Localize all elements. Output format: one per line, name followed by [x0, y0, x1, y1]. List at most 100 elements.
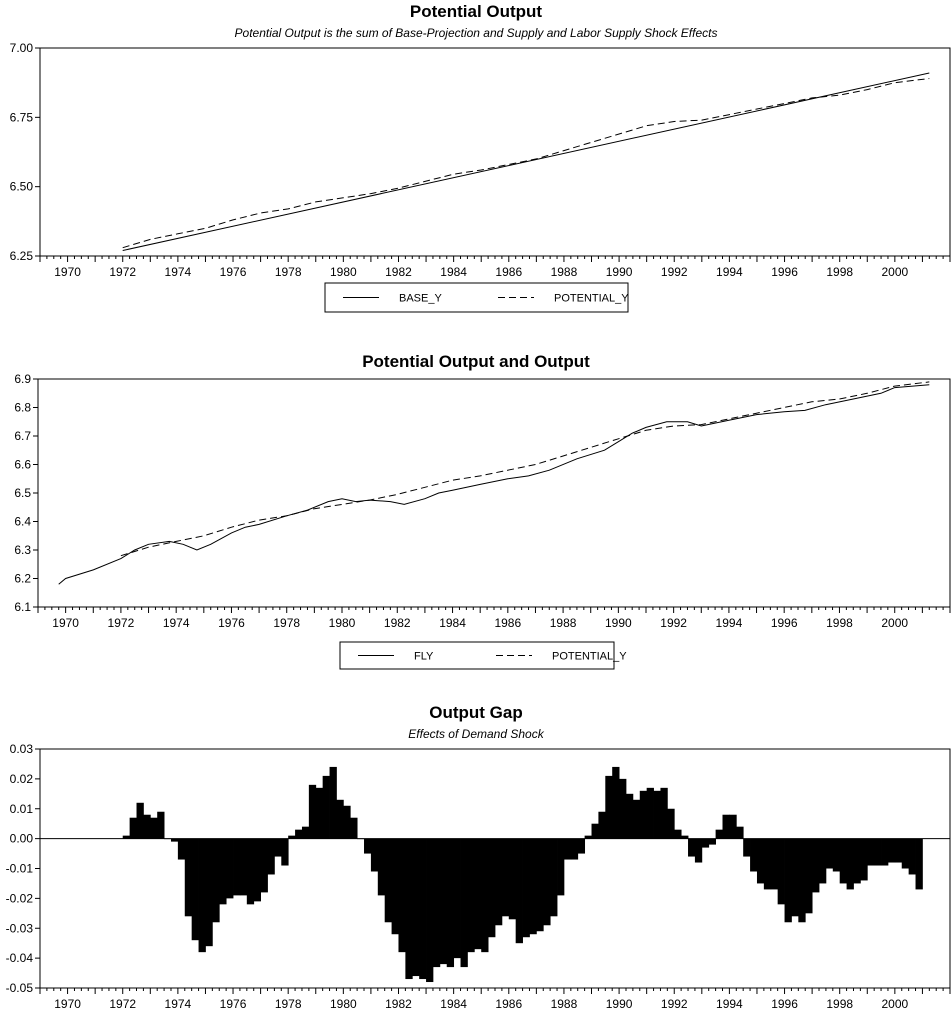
bar: [777, 838, 785, 905]
bar: [288, 835, 296, 839]
bar: [405, 838, 413, 980]
chart-title: Potential Output and Output: [362, 352, 590, 371]
bar: [184, 838, 193, 917]
x-tick-label: 1986: [494, 616, 521, 630]
bar: [591, 823, 599, 839]
x-tick-label: 1992: [660, 616, 687, 630]
bar: [798, 838, 806, 923]
bar: [164, 838, 172, 840]
bar: [860, 838, 868, 881]
x-tick-label: 1978: [275, 265, 302, 279]
bar: [136, 802, 144, 839]
x-tick-label: 1970: [52, 616, 79, 630]
bar: [729, 814, 737, 839]
bar: [419, 838, 427, 980]
x-tick-label: 1974: [165, 997, 192, 1011]
series-line-base-y: [122, 72, 930, 251]
y-tick-label: 6.25: [10, 249, 34, 263]
bar: [784, 838, 792, 923]
chart-potential-output-and-output: Potential Output and Output 6.1 6.2 6.3 6.4…: [0, 340, 952, 680]
bar: [584, 835, 592, 839]
bar: [129, 817, 137, 839]
y-tick-label: 7.00: [10, 41, 34, 55]
plot-frame: [39, 47, 951, 257]
bar: [832, 838, 841, 872]
x-tick-label: 1990: [606, 997, 633, 1011]
y-tick-label: -0.04: [6, 951, 34, 965]
bar: [157, 811, 165, 839]
x-tick-label: 1980: [329, 616, 356, 630]
x-tick-label: 1976: [220, 265, 247, 279]
bar: [295, 829, 303, 839]
bar: [557, 838, 565, 896]
bar: [887, 838, 896, 863]
bar: [274, 838, 282, 857]
plot-frame: [37, 378, 951, 608]
bar: [805, 838, 813, 914]
x-tick-label: 1990: [606, 265, 633, 279]
bar: [743, 838, 751, 857]
bar: [170, 838, 179, 842]
y-tick-label: 0.00: [10, 832, 34, 846]
bar: [432, 838, 441, 968]
x-tick-label: 1978: [273, 616, 300, 630]
y-tick-label: -0.01: [6, 862, 34, 876]
x-tick-label: 1998: [826, 997, 853, 1011]
bar: [660, 787, 668, 839]
bar: [646, 787, 654, 839]
y-tick-label: 6.8: [14, 401, 31, 415]
bar: [708, 838, 716, 845]
x-tick-label: 1990: [605, 616, 632, 630]
x-tick-label: 1978: [275, 997, 302, 1011]
bar: [908, 838, 916, 875]
bar: [598, 811, 606, 839]
bar: [460, 838, 468, 968]
bar: [481, 838, 489, 953]
bar: [343, 805, 351, 839]
legend-label: BASE_Y: [399, 293, 442, 305]
chart-subtitle: Effects of Demand Shock: [408, 727, 544, 741]
bar: [508, 838, 517, 920]
bar: [722, 814, 730, 839]
bar: [501, 838, 510, 917]
bar: [791, 838, 799, 917]
bar: [495, 838, 503, 926]
bar: [915, 838, 923, 890]
bar: [736, 826, 744, 839]
bar: [515, 838, 523, 944]
bar: [467, 838, 475, 953]
x-tick-label: 1974: [163, 616, 190, 630]
bar: [370, 838, 379, 872]
bar: [874, 838, 882, 866]
bar: [681, 835, 689, 839]
bar: [281, 838, 289, 866]
x-tick-label: 1992: [661, 265, 688, 279]
bar: [846, 838, 854, 890]
bar: [756, 838, 765, 884]
bar: [336, 799, 344, 839]
bar: [198, 838, 206, 953]
bar: [177, 838, 186, 860]
y-tick-label: 6.75: [10, 110, 34, 124]
x-tick-label: 1994: [716, 997, 743, 1011]
x-tick-label: 1972: [108, 616, 135, 630]
y-tick-label: 0.01: [10, 802, 34, 816]
bar: [391, 838, 399, 935]
bar: [239, 838, 248, 896]
y-tick-label: 6.5: [14, 486, 31, 500]
bar: [701, 838, 710, 848]
line-chart-potential-output: 6.25 6.50 6.75 7.00 1970 1972 1974 1976 1978 1980…: [10, 41, 951, 313]
bar: [226, 838, 234, 899]
x-tick-label: 1994: [716, 265, 743, 279]
y-tick-label: 6.3: [14, 543, 31, 557]
bar: [605, 775, 613, 839]
line-chart-potential-output-and-output: 6.1 6.2 6.3 6.4 6.5 6.6 6.7 6.8 6.9 1970 1972 1974 1…: [14, 372, 951, 670]
x-tick-label: 1972: [109, 265, 136, 279]
x-tick-label: 1972: [109, 997, 136, 1011]
x-tick-label: 1986: [495, 997, 522, 1011]
series-line-fly: [58, 384, 930, 585]
bar: [253, 838, 261, 902]
bar: [543, 838, 551, 926]
bar: [667, 808, 675, 839]
x-tick-label: 1982: [385, 265, 412, 279]
